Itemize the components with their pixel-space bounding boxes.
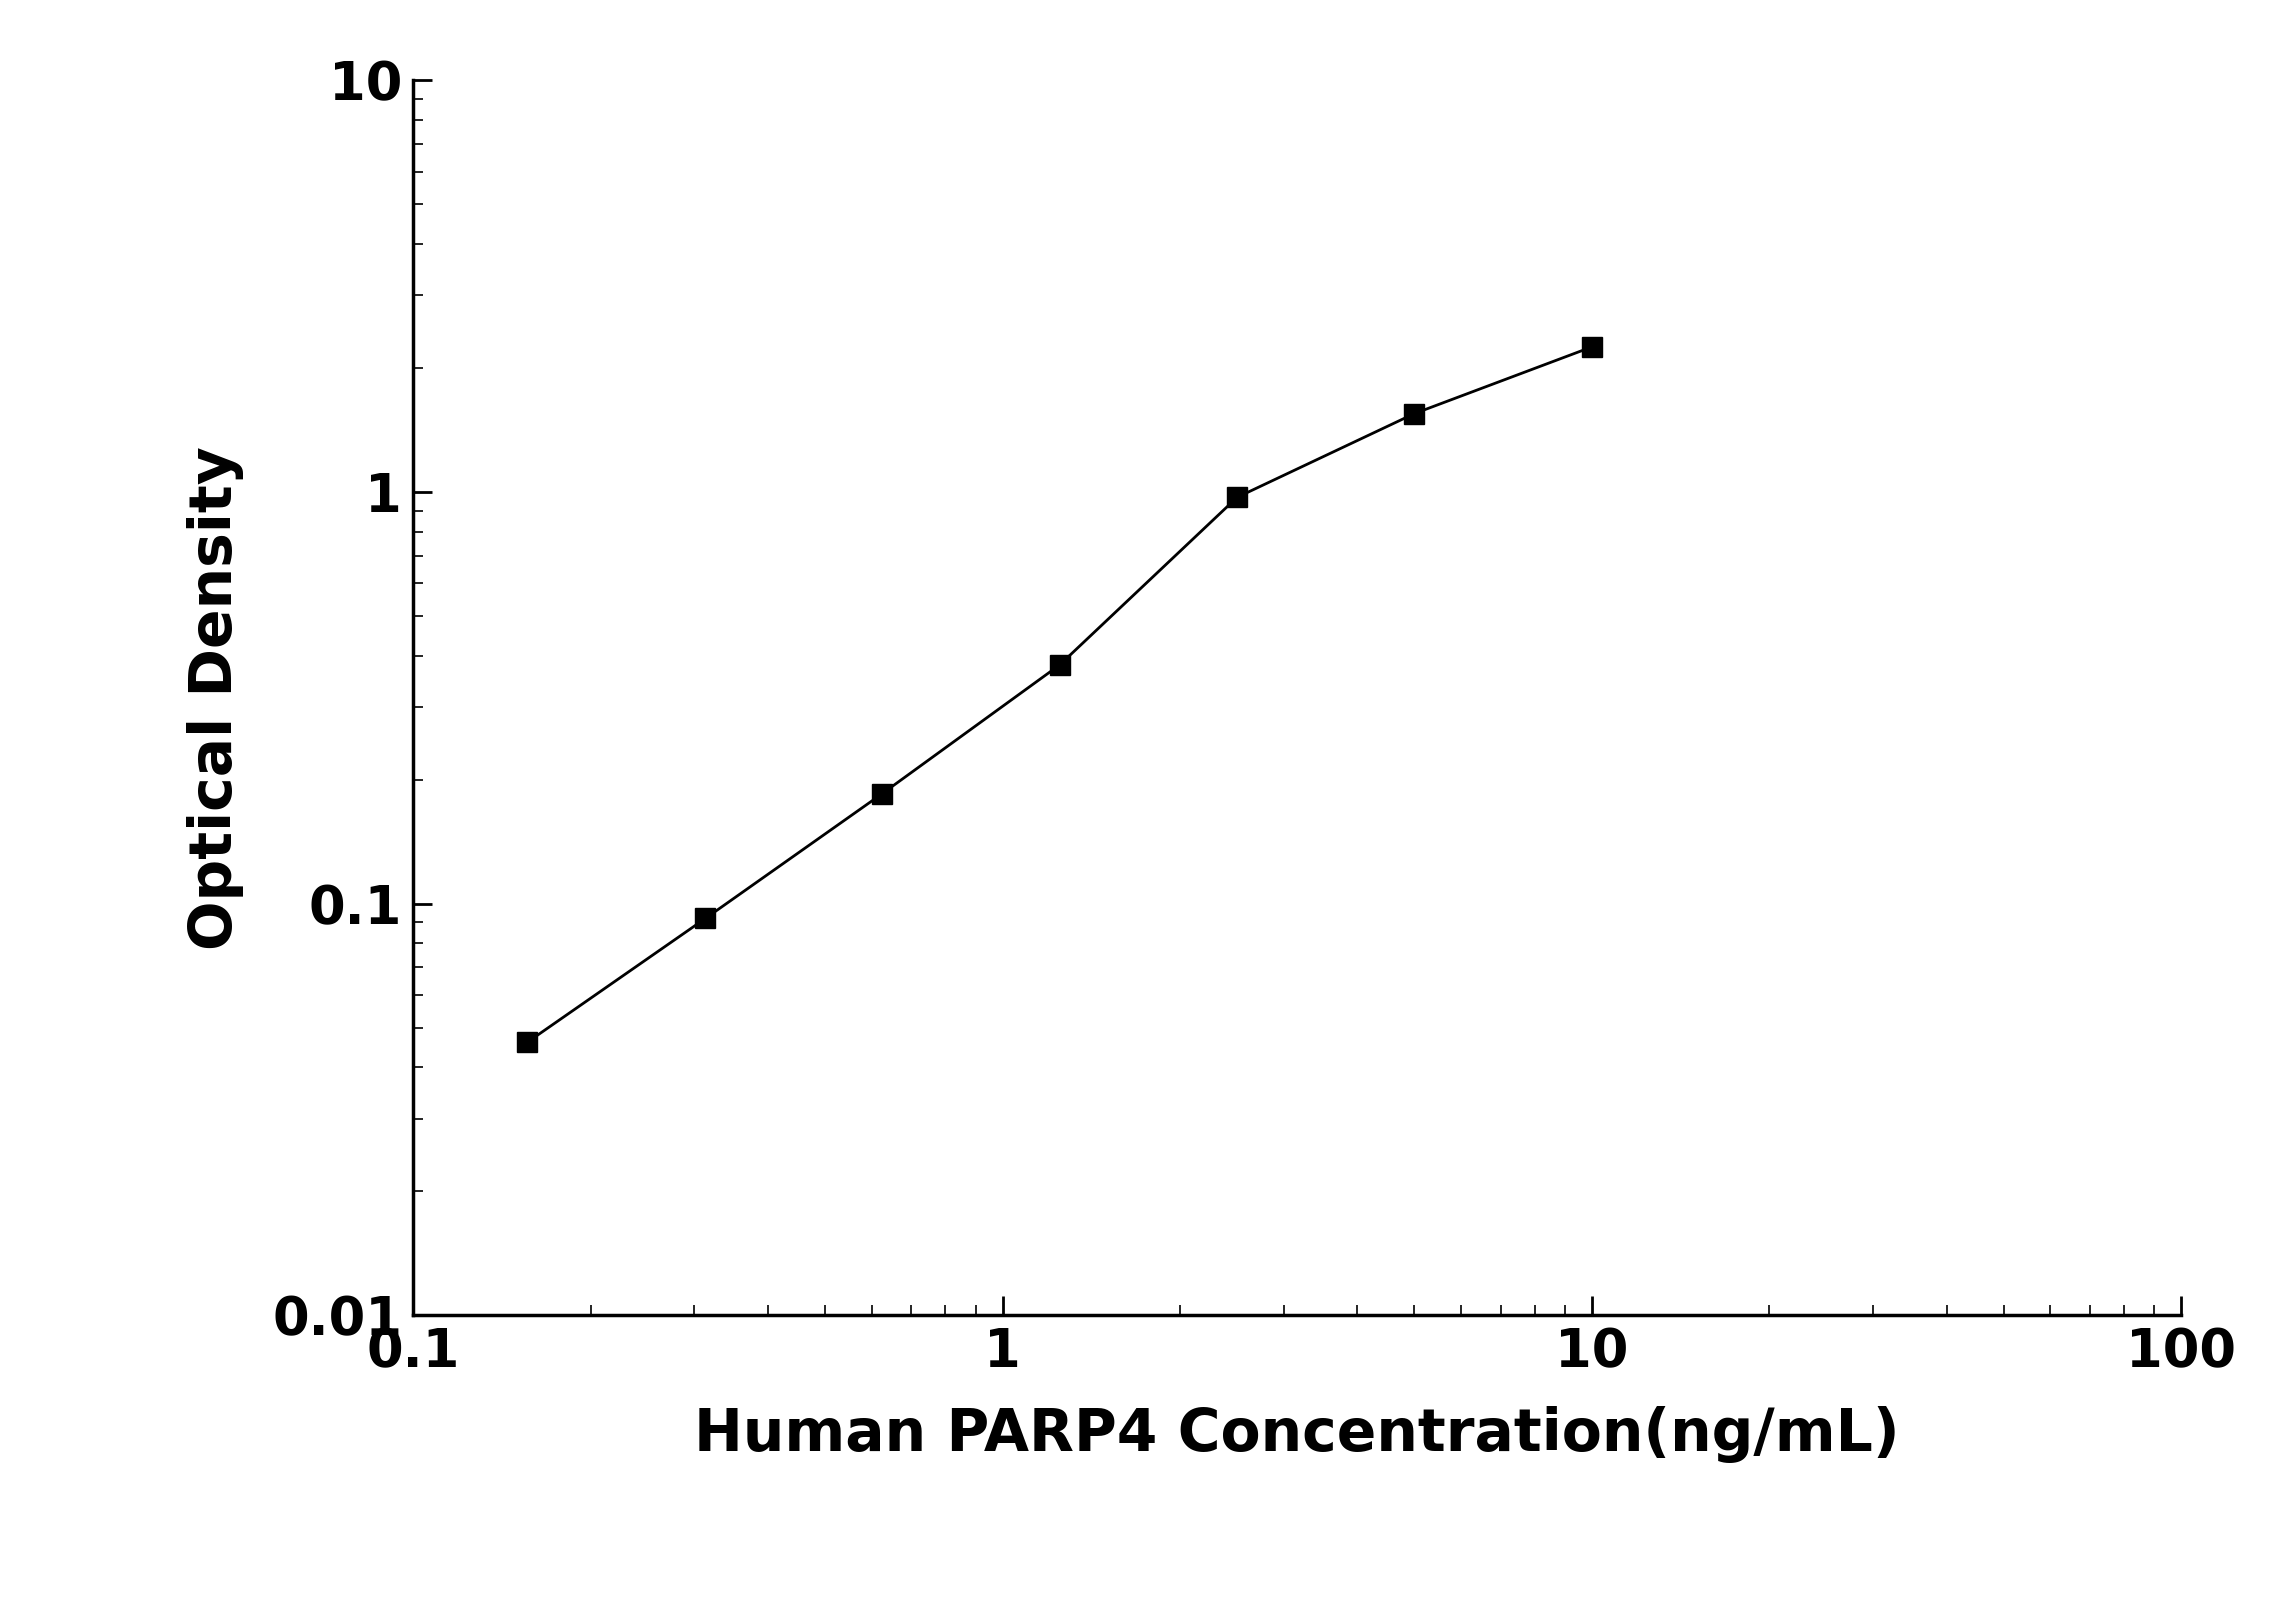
X-axis label: Human PARP4 Concentration(ng/mL): Human PARP4 Concentration(ng/mL) (693, 1407, 1901, 1463)
Y-axis label: Optical Density: Optical Density (188, 446, 243, 950)
